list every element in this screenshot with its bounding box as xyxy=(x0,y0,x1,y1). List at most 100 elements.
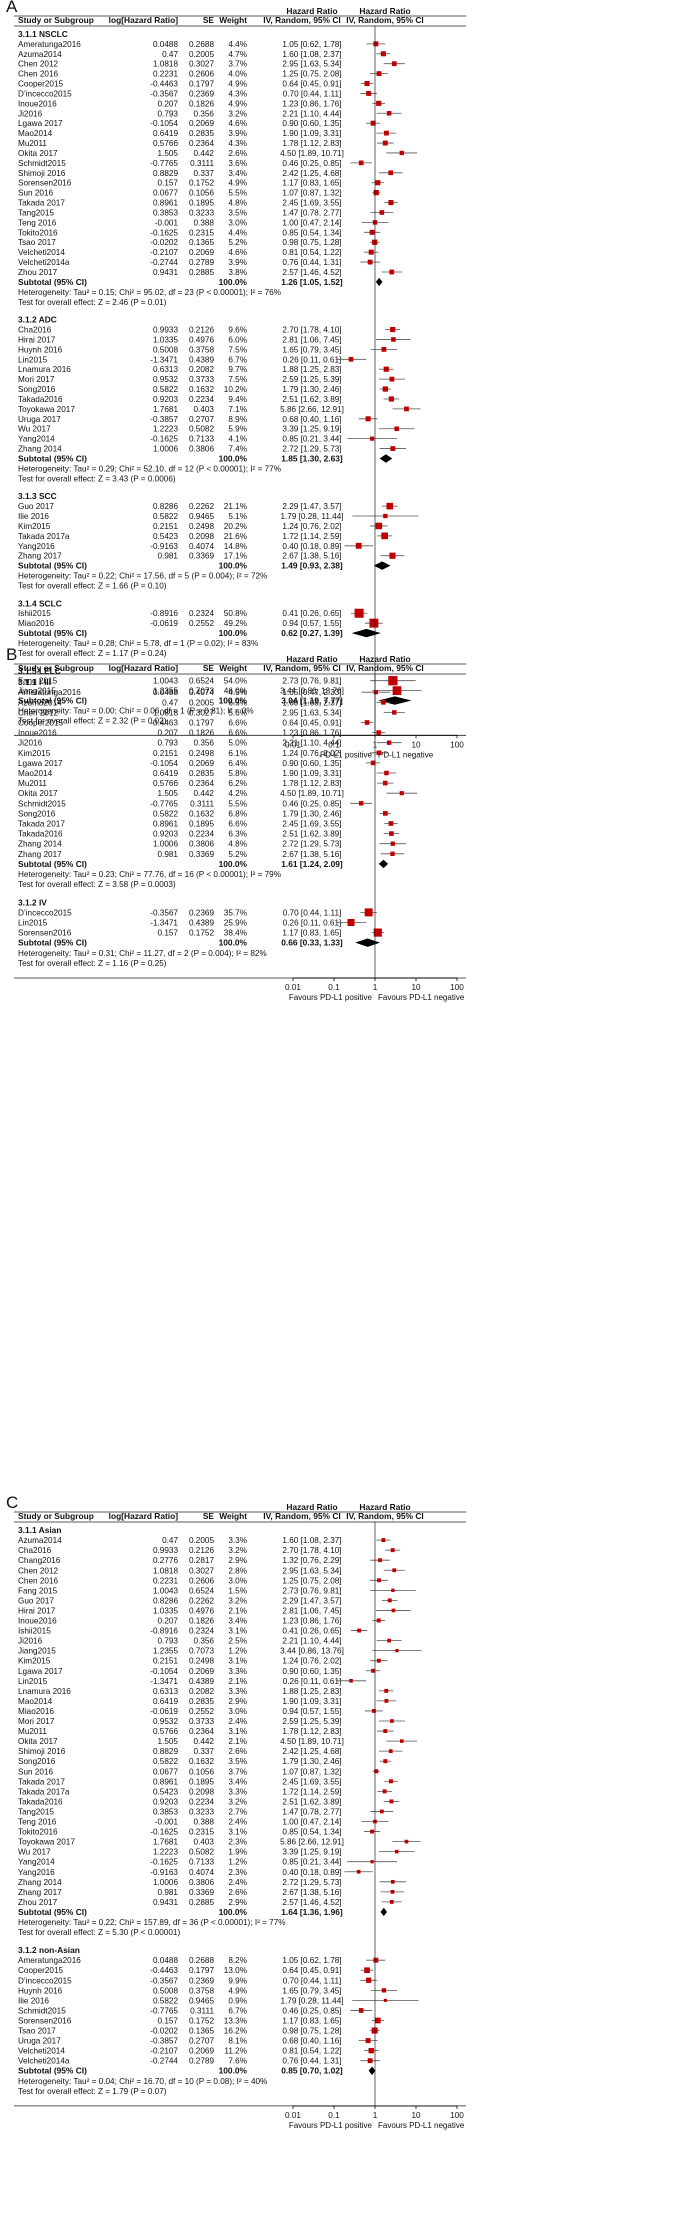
study-hr-ci: 0.41 [0.26, 0.65] xyxy=(282,609,341,618)
study-hr-ci: 1.47 [0.78, 2.77] xyxy=(282,1807,341,1816)
study-hr-ci: 0.40 [0.18, 0.89] xyxy=(282,1868,341,1877)
study-log-hr: 1.0335 xyxy=(153,1606,178,1615)
study-hr-ci: 0.94 [0.57, 1.55] xyxy=(282,1707,341,1716)
study-log-hr: -0.1625 xyxy=(150,1858,178,1867)
study-effect-square xyxy=(383,1729,388,1733)
study-effect-square xyxy=(356,1869,361,1874)
study-log-hr: -0.2744 xyxy=(150,258,178,267)
study-effect-square xyxy=(366,90,372,96)
study-effect-square xyxy=(389,831,394,836)
study-se: 0.3027 xyxy=(189,60,214,69)
study-se: 0.2234 xyxy=(189,395,214,404)
study-hr-ci: 5.86 [2.66, 12.91] xyxy=(280,1838,344,1847)
study-hr-ci: 2.51 [1.62, 3.89] xyxy=(282,395,341,404)
study-se: 0.2835 xyxy=(189,129,214,138)
study-name: Mao2014 xyxy=(18,769,53,778)
study-hr-ci: 1.60 [1.08, 2.37] xyxy=(282,698,341,707)
subtotal-weight: 100.0% xyxy=(219,277,248,287)
study-hr-ci: 1.00 [0.47, 2.14] xyxy=(282,218,341,227)
study-hr-ci: 0.26 [0.11, 0.61] xyxy=(283,1677,342,1686)
heterogeneity-note: Heterogeneity: Tau² = 0.22; Chi² = 157.8… xyxy=(18,1918,286,1927)
study-hr-ci: 1.88 [1.25, 2.83] xyxy=(282,1687,341,1696)
study-se: 0.4389 xyxy=(189,1677,214,1686)
study-effect-square xyxy=(384,1688,389,1693)
study-weight: 46.0% xyxy=(224,687,247,696)
study-se: 0.2315 xyxy=(189,228,214,237)
study-se: 0.4389 xyxy=(189,355,214,364)
study-log-hr: 0.981 xyxy=(158,1888,179,1897)
study-se: 0.1752 xyxy=(189,929,214,938)
study-effect-square xyxy=(383,1759,388,1764)
study-weight: 2.5% xyxy=(228,1637,247,1646)
study-log-hr: 1.2355 xyxy=(153,1647,178,1656)
study-name: Ishii2015 xyxy=(18,1627,51,1636)
subtotal-weight: 100.0% xyxy=(219,628,248,638)
study-name: Mu2011 xyxy=(18,1727,47,1736)
study-hr-ci: 2.72 [1.29, 5.73] xyxy=(282,840,341,849)
study-effect-square xyxy=(389,376,395,382)
study-effect-square xyxy=(364,80,370,87)
study-log-hr: -0.8916 xyxy=(150,609,178,618)
study-hr-ci: 1.60 [1.08, 2.37] xyxy=(282,50,341,59)
study-row: Ilie 2016 0.5822 0.9465 0.9% 1.79 [0.28, 11.… xyxy=(18,1996,419,2005)
col-header-weight: Weight xyxy=(219,15,247,25)
study-name: Cooper2015 xyxy=(18,80,64,89)
study-name: Chen 2016 xyxy=(18,1576,59,1585)
study-log-hr: 0.157 xyxy=(158,179,179,188)
study-name: Guo 2017 xyxy=(18,502,54,511)
study-hr-ci: 2.72 [1.29, 5.73] xyxy=(282,1878,341,1887)
study-name: Kim2015 xyxy=(18,1657,51,1666)
study-effect-square xyxy=(389,1899,394,1904)
study-log-hr: 1.505 xyxy=(158,149,179,158)
study-log-hr: 0.5766 xyxy=(153,1727,178,1736)
study-name: Takada 2017 xyxy=(18,1777,65,1786)
study-se: 0.4074 xyxy=(189,688,214,697)
subtotal-weight: 100.0% xyxy=(219,2066,248,2076)
study-row: Ji2016 0.793 0.356 2.5% 2.21 [1.10, 4.44] xyxy=(18,1637,402,1646)
study-hr-ci: 1.25 [0.75, 2.08] xyxy=(282,1576,341,1585)
study-name: Okita 2017 xyxy=(18,1737,58,1746)
study-row: Mori 2017 0.9532 0.3733 2.4% 2.59 [1.25, 5.3… xyxy=(18,1717,405,1726)
study-se: 0.2262 xyxy=(189,1596,214,1605)
study-se: 0.7133 xyxy=(189,435,214,444)
study-se: 0.7133 xyxy=(189,1858,214,1867)
study-effect-square xyxy=(376,100,382,106)
study-log-hr: 0.5822 xyxy=(153,1996,178,2005)
study-hr-ci: 1.05 [0.62, 1.78] xyxy=(282,40,341,49)
study-row: Sorensen2016 0.157 0.1752 13.3% 1.17 [0.83, … xyxy=(18,2016,384,2025)
study-hr-ci: 1.32 [0.76, 2.29] xyxy=(282,1556,341,1565)
study-row: Yang2016 -0.9163 0.4074 2.3% 0.40 [0.18, 0.8… xyxy=(18,1868,373,1877)
study-weight: 8.2% xyxy=(228,1956,247,1965)
study-se: 0.1632 xyxy=(189,385,214,394)
study-log-hr: 1.0006 xyxy=(153,840,178,849)
study-hr-ci: 2.45 [1.69, 3.55] xyxy=(282,199,341,208)
study-se: 0.442 xyxy=(194,789,215,798)
study-name: Tsao 2017 xyxy=(18,238,56,247)
study-se: 0.2885 xyxy=(189,1898,214,1907)
study-se: 0.3806 xyxy=(189,445,214,454)
study-name: Takada 2017a xyxy=(18,532,70,541)
study-hr-ci: 0.26 [0.11, 0.61] xyxy=(283,918,342,927)
study-log-hr: -0.3567 xyxy=(150,89,178,98)
study-weight: 5.0% xyxy=(228,739,247,748)
study-weight: 1.2% xyxy=(228,1647,247,1656)
study-effect-square xyxy=(371,1709,376,1713)
study-effect-square xyxy=(368,249,374,255)
study-row: Yang2014 -0.1625 0.7133 1.2% 0.85 [0.21, 3.4… xyxy=(18,1858,397,1867)
study-name: Teng 2016 xyxy=(18,1818,57,1827)
subtotal-label: Subtotal (95% CI) xyxy=(18,628,87,638)
overall-effect-note: Test for overall effect: Z = 5.30 (P < 0… xyxy=(18,1928,180,1937)
study-row: D’incecco2015 -0.3567 0.2369 4.3% 0.70 [0.44… xyxy=(18,89,377,98)
study-row: Wu 2017 1.2223 0.5082 1.9% 3.39 [1.25, 9.19] xyxy=(18,1848,415,1857)
study-effect-square xyxy=(370,1860,374,1864)
study-hr-ci: 4.50 [1.89, 10.71] xyxy=(280,149,344,158)
study-row: Velcheti2014 -0.2107 0.2069 11.2% 0.81 [0.54… xyxy=(18,2047,379,2056)
study-name: Zhang 2017 xyxy=(18,850,62,859)
subtotal-hr-ci: 0.66 [0.33, 1.33] xyxy=(281,938,343,948)
study-hr-ci: 2.70 [1.78, 4.10] xyxy=(282,326,341,335)
panel-a: A Hazard Ratio Hazard Ratio Study or Subgro… xyxy=(6,0,466,759)
study-row: Hirai 2017 1.0335 0.4976 6.0% 2.81 [1.06, 7.… xyxy=(18,335,411,344)
study-hr-ci: 4.50 [1.89, 10.71] xyxy=(280,1737,344,1746)
study-hr-ci: 2.73 [0.76, 9.81] xyxy=(282,677,341,686)
study-hr-ci: 2.72 [1.29, 5.73] xyxy=(282,445,341,454)
